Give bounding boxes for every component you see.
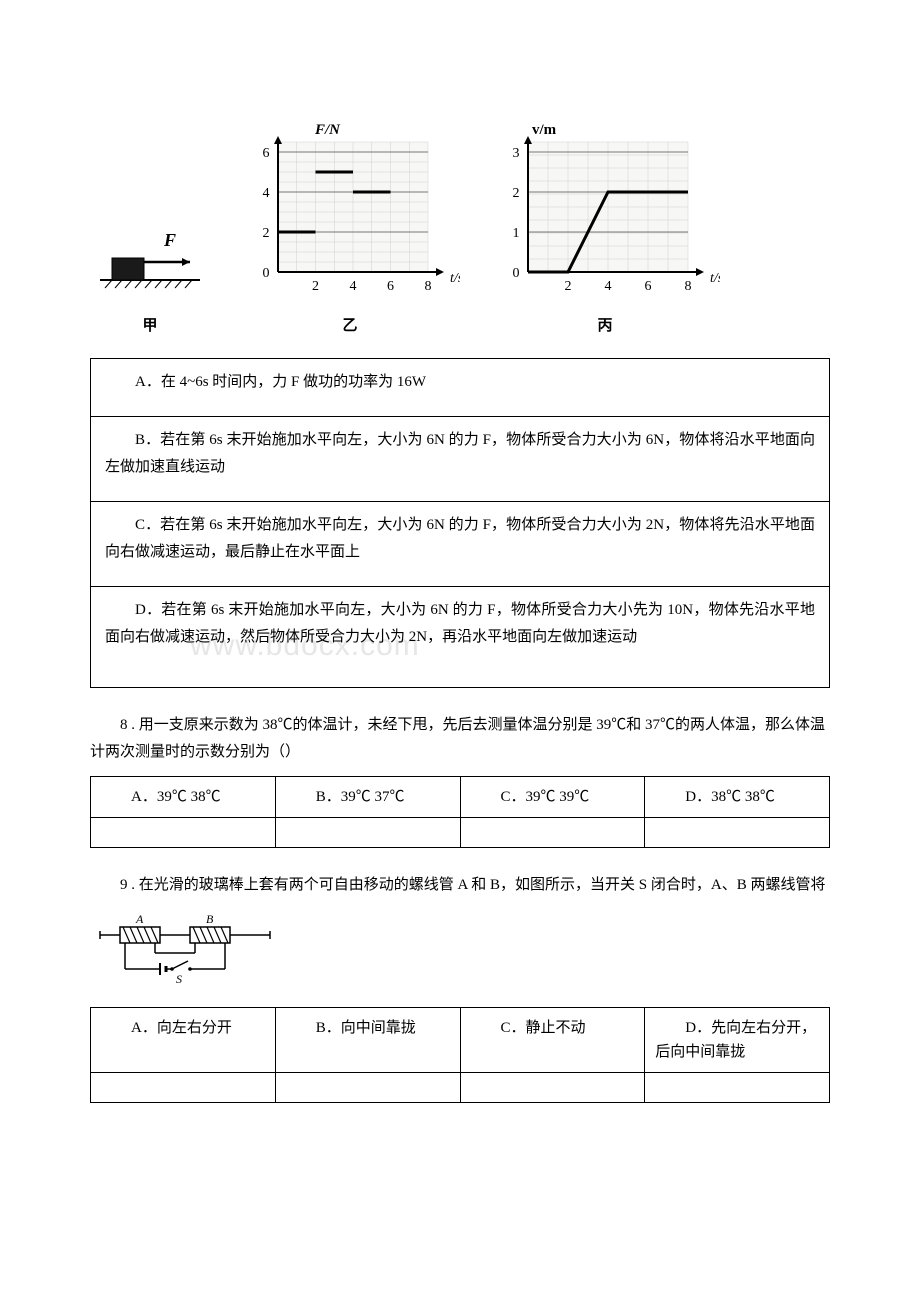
- svg-text:B: B: [206, 912, 214, 926]
- svg-text:2: 2: [263, 226, 270, 241]
- svg-text:4: 4: [605, 279, 612, 294]
- svg-text:v/m: v/m: [532, 122, 557, 138]
- svg-text:0: 0: [513, 266, 520, 281]
- circuit-diagram-svg: A B S: [90, 909, 290, 989]
- figure-label-bing: 丙: [597, 314, 612, 338]
- svg-text:4: 4: [350, 279, 357, 294]
- q9-option-c: C．静止不动: [460, 1008, 645, 1073]
- svg-text:A: A: [135, 912, 144, 926]
- q8-text: 8 . 用一支原来示数为 38℃的体温计，未经下甩，先后去测量体温分别是 39℃…: [90, 712, 830, 766]
- q9-text: 9 . 在光滑的玻璃棒上套有两个可自由移动的螺线管 A 和 B，如图所示，当开关…: [90, 872, 830, 899]
- svg-text:2: 2: [565, 279, 572, 294]
- svg-text:t/s: t/s: [710, 271, 720, 286]
- q8-options-table: A．39℃ 38℃ B．39℃ 37℃ C．39℃ 39℃ D．38℃ 38℃: [90, 776, 830, 848]
- q9-option-d: D．先向左右分开，后向中间靠拢: [645, 1008, 830, 1073]
- chart-bing: v/m: [490, 120, 720, 310]
- svg-text:0: 0: [263, 266, 270, 281]
- svg-text:6: 6: [387, 279, 394, 294]
- figure-jia: F 甲: [90, 210, 210, 338]
- figure-row: F 甲 F/N: [90, 120, 830, 338]
- diagram-jia: F: [90, 210, 210, 310]
- svg-text:2: 2: [513, 186, 520, 201]
- q9-option-b: B．向中间靠拢: [275, 1008, 460, 1073]
- q9-option-a: A．向左右分开: [91, 1008, 276, 1073]
- q9-options-table: A．向左右分开 B．向中间靠拢 C．静止不动 D．先向左右分开，后向中间靠拢: [90, 1007, 830, 1103]
- q8-option-d: D．38℃ 38℃: [645, 777, 830, 818]
- svg-text:8: 8: [425, 279, 432, 294]
- q9-circuit: A B S: [90, 909, 830, 997]
- q7-option-a: A．在 4~6s 时间内，力 F 做功的功率为 16W: [91, 359, 830, 417]
- force-label: F: [163, 230, 176, 250]
- q8-option-b: B．39℃ 37℃: [275, 777, 460, 818]
- svg-text:6: 6: [645, 279, 652, 294]
- figure-bing: v/m: [490, 120, 720, 338]
- q8-option-c: C．39℃ 39℃: [460, 777, 645, 818]
- svg-text:2: 2: [312, 279, 319, 294]
- svg-text:S: S: [176, 972, 182, 986]
- figure-yi: F/N: [240, 120, 460, 338]
- svg-text:F/N: F/N: [314, 122, 341, 138]
- q7-option-d: D．若在第 6s 末开始施加水平向左，大小为 6N 的力 F，物体所受合力大小先…: [91, 587, 830, 688]
- q7-options-table: A．在 4~6s 时间内，力 F 做功的功率为 16W B．若在第 6s 末开始…: [90, 358, 830, 688]
- q8-option-a: A．39℃ 38℃: [91, 777, 276, 818]
- chart-yi: F/N: [240, 120, 460, 310]
- figure-label-yi: 乙: [342, 314, 357, 338]
- svg-text:1: 1: [513, 226, 520, 241]
- q7-option-c: C．若在第 6s 末开始施加水平向左，大小为 6N 的力 F，物体所受合力大小为…: [91, 502, 830, 587]
- q7-option-b: B．若在第 6s 末开始施加水平向左，大小为 6N 的力 F，物体所受合力大小为…: [91, 417, 830, 502]
- svg-text:t/s: t/s: [450, 271, 460, 286]
- svg-text:4: 4: [263, 186, 270, 201]
- svg-text:6: 6: [263, 146, 270, 161]
- svg-text:8: 8: [685, 279, 692, 294]
- svg-text:3: 3: [513, 146, 520, 161]
- figure-label-jia: 甲: [142, 314, 157, 338]
